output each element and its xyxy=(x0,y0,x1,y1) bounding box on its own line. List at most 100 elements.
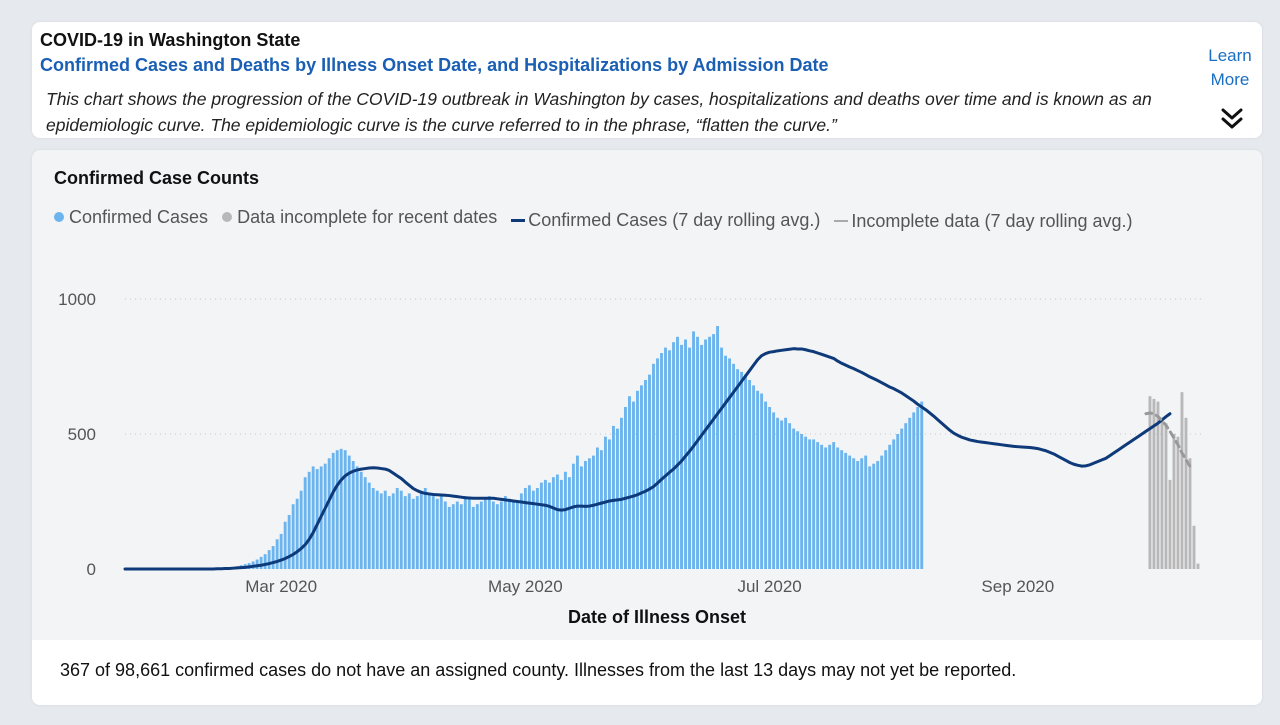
confirmed-bar xyxy=(471,506,475,569)
confirmed-bar xyxy=(724,355,727,569)
confirmed-bar xyxy=(483,498,487,569)
confirmed-bar xyxy=(427,493,431,569)
incomplete-bar xyxy=(1164,423,1168,569)
confirmed-bar xyxy=(399,490,403,569)
legend-label-incomplete-avg: Incomplete data (7 day rolling avg.) xyxy=(851,210,1133,231)
x-tick-label: Sep 2020 xyxy=(981,577,1054,596)
confirmed-bar xyxy=(692,331,695,569)
incomplete-bar xyxy=(1172,434,1176,569)
confirmed-bar xyxy=(780,420,784,569)
confirmed-bar xyxy=(279,533,283,569)
confirmed-bar xyxy=(664,347,667,569)
confirmed-bar xyxy=(812,439,816,569)
confirmed-bar xyxy=(620,417,623,569)
confirmed-bar xyxy=(796,431,800,569)
confirmed-bar xyxy=(688,347,691,569)
confirmed-bar xyxy=(555,474,559,569)
confirmed-bar xyxy=(539,482,543,569)
confirmed-bar xyxy=(752,385,756,569)
confirmed-bar xyxy=(860,458,864,569)
confirmed-bar xyxy=(439,496,443,569)
confirmed-bar xyxy=(660,353,663,569)
legend-item-incomplete-avg[interactable]: Incomplete data (7 day rolling avg.) xyxy=(834,210,1133,232)
confirmed-bar xyxy=(419,490,423,569)
confirmed-bar xyxy=(776,417,780,569)
confirmed-bar xyxy=(443,501,447,569)
confirmed-bar xyxy=(579,466,583,569)
confirmed-bar xyxy=(559,479,563,569)
confirmed-bar xyxy=(327,458,331,569)
confirmed-bar xyxy=(868,466,872,569)
confirmed-bar xyxy=(896,434,900,569)
confirmed-bar xyxy=(523,488,527,569)
confirmed-bar xyxy=(764,401,768,569)
confirmed-bar xyxy=(696,336,699,569)
confirmed-bar xyxy=(291,504,295,569)
incomplete-bar xyxy=(1168,479,1172,569)
confirmed-bar xyxy=(499,501,503,569)
confirmed-bar xyxy=(908,417,912,569)
incomplete-bar xyxy=(1188,458,1192,569)
confirmed-bar xyxy=(680,344,683,569)
confirmed-bar xyxy=(792,428,796,569)
legend-item-incomplete[interactable]: Data incomplete for recent dates xyxy=(222,207,497,228)
confirmed-bar xyxy=(844,452,848,569)
learn-more-line2: More xyxy=(1210,70,1250,89)
incomplete-bar xyxy=(1152,398,1156,569)
learn-more-link[interactable]: Learn More xyxy=(1198,44,1262,92)
confirmed-bar xyxy=(656,358,659,569)
confirmed-bar xyxy=(856,461,860,569)
confirmed-bar xyxy=(872,463,876,569)
confirmed-bar xyxy=(772,412,776,569)
page-title: COVID-19 in Washington State xyxy=(40,30,301,50)
confirmed-bar xyxy=(672,342,675,569)
footer-note: 367 of 98,661 confirmed cases do not hav… xyxy=(60,660,1017,680)
legend-swatch-incomplete-avg xyxy=(834,220,849,222)
confirmed-bar xyxy=(848,455,852,569)
confirmed-bar xyxy=(263,554,267,569)
confirmed-bar xyxy=(371,488,375,569)
confirmed-bar xyxy=(912,412,916,569)
confirmed-bar xyxy=(583,461,587,569)
confirmed-bar xyxy=(648,374,651,569)
confirmed-bar xyxy=(435,498,439,569)
confirmed-bar xyxy=(535,488,539,569)
double-chevron-down-icon[interactable] xyxy=(1220,106,1244,132)
legend-item-rolling-avg[interactable]: Confirmed Cases (7 day rolling avg.) xyxy=(511,210,820,231)
confirmed-bar xyxy=(283,521,287,569)
confirmed-bar xyxy=(900,428,904,569)
confirmed-bar xyxy=(640,385,643,569)
confirmed-bar xyxy=(355,466,359,569)
confirmed-bar xyxy=(652,363,655,569)
header-card: COVID-19 in Washington State Confirmed C… xyxy=(32,22,1262,138)
incomplete-bar xyxy=(1148,396,1152,569)
legend-label-confirmed: Confirmed Cases xyxy=(69,206,209,227)
confirmed-bar xyxy=(612,425,615,569)
incomplete-bar xyxy=(1196,563,1200,569)
confirmed-bar xyxy=(311,466,315,569)
confirmed-bar xyxy=(816,442,820,569)
confirmed-bar xyxy=(347,455,351,569)
confirmed-bar xyxy=(403,496,407,569)
confirmed-bar xyxy=(904,423,908,569)
incomplete-bar xyxy=(1184,417,1188,569)
confirmed-bar xyxy=(423,488,427,569)
confirmed-bar xyxy=(323,463,327,569)
confirmed-bar xyxy=(740,371,744,569)
confirmed-bar xyxy=(571,463,575,569)
legend-item-confirmed[interactable]: Confirmed Cases xyxy=(54,207,208,228)
confirmed-bar xyxy=(676,336,679,569)
confirmed-bar xyxy=(644,380,647,569)
confirmed-bar xyxy=(479,501,483,569)
confirmed-bar xyxy=(271,546,275,569)
page-subtitle: Confirmed Cases and Deaths by Illness On… xyxy=(40,55,829,75)
confirmed-bar xyxy=(832,442,836,569)
footer: 367 of 98,661 confirmed cases do not hav… xyxy=(32,640,1262,705)
confirmed-bar xyxy=(407,493,411,569)
confirmed-bar xyxy=(335,450,339,569)
confirmed-bar xyxy=(732,363,735,569)
confirmed-bar xyxy=(728,358,731,569)
confirmed-bar xyxy=(756,390,760,569)
confirmed-bar xyxy=(491,501,495,569)
confirmed-bar xyxy=(608,439,611,569)
